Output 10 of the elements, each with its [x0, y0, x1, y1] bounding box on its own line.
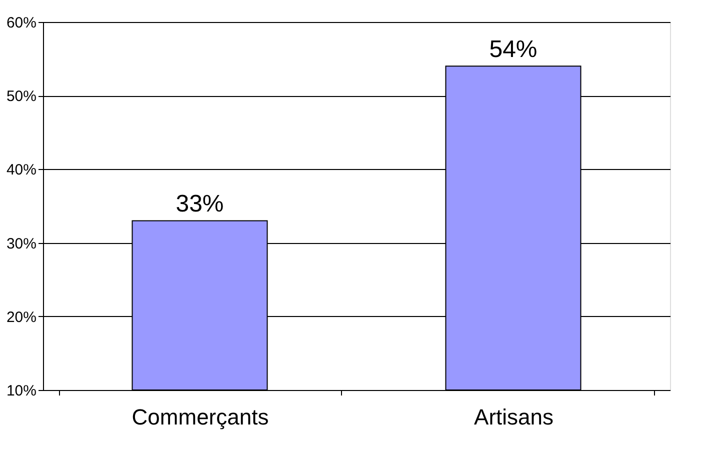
y-tick-label: 30%: [6, 235, 36, 252]
data-label: 54%: [489, 36, 538, 64]
y-tick-label: 40%: [6, 162, 36, 179]
y-tick-label: 20%: [6, 308, 36, 326]
y-tick-label: 50%: [6, 88, 36, 106]
x-tick-label: Artisans: [474, 404, 554, 430]
y-tick-label: 10%: [6, 382, 36, 400]
data-label: 33%: [176, 190, 224, 218]
y-tick-label: 60%: [6, 14, 36, 32]
x-tick-label: Commerçants: [132, 404, 269, 430]
